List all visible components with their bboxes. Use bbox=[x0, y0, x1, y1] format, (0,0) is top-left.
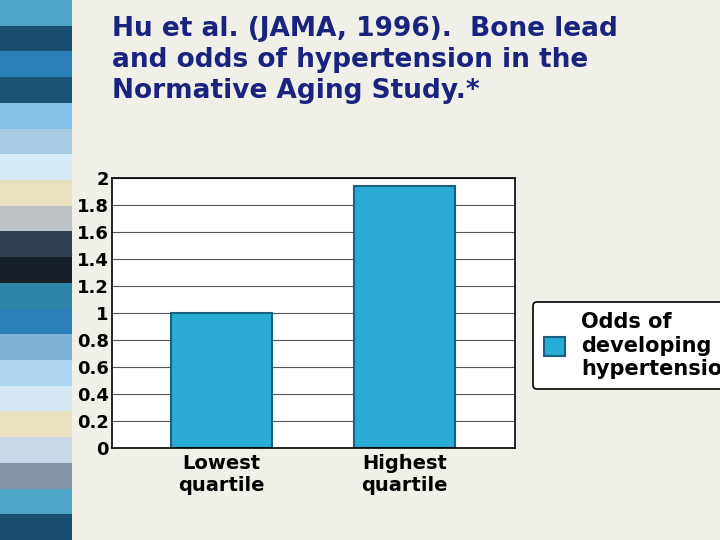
Legend: Odds of
developing
hypertension: Odds of developing hypertension bbox=[534, 302, 720, 389]
Bar bbox=[171, 313, 272, 448]
Bar bbox=[354, 186, 455, 448]
Text: Hu et al. (JAMA, 1996).  Bone lead
and odds of hypertension in the
Normative Agi: Hu et al. (JAMA, 1996). Bone lead and od… bbox=[112, 16, 618, 104]
